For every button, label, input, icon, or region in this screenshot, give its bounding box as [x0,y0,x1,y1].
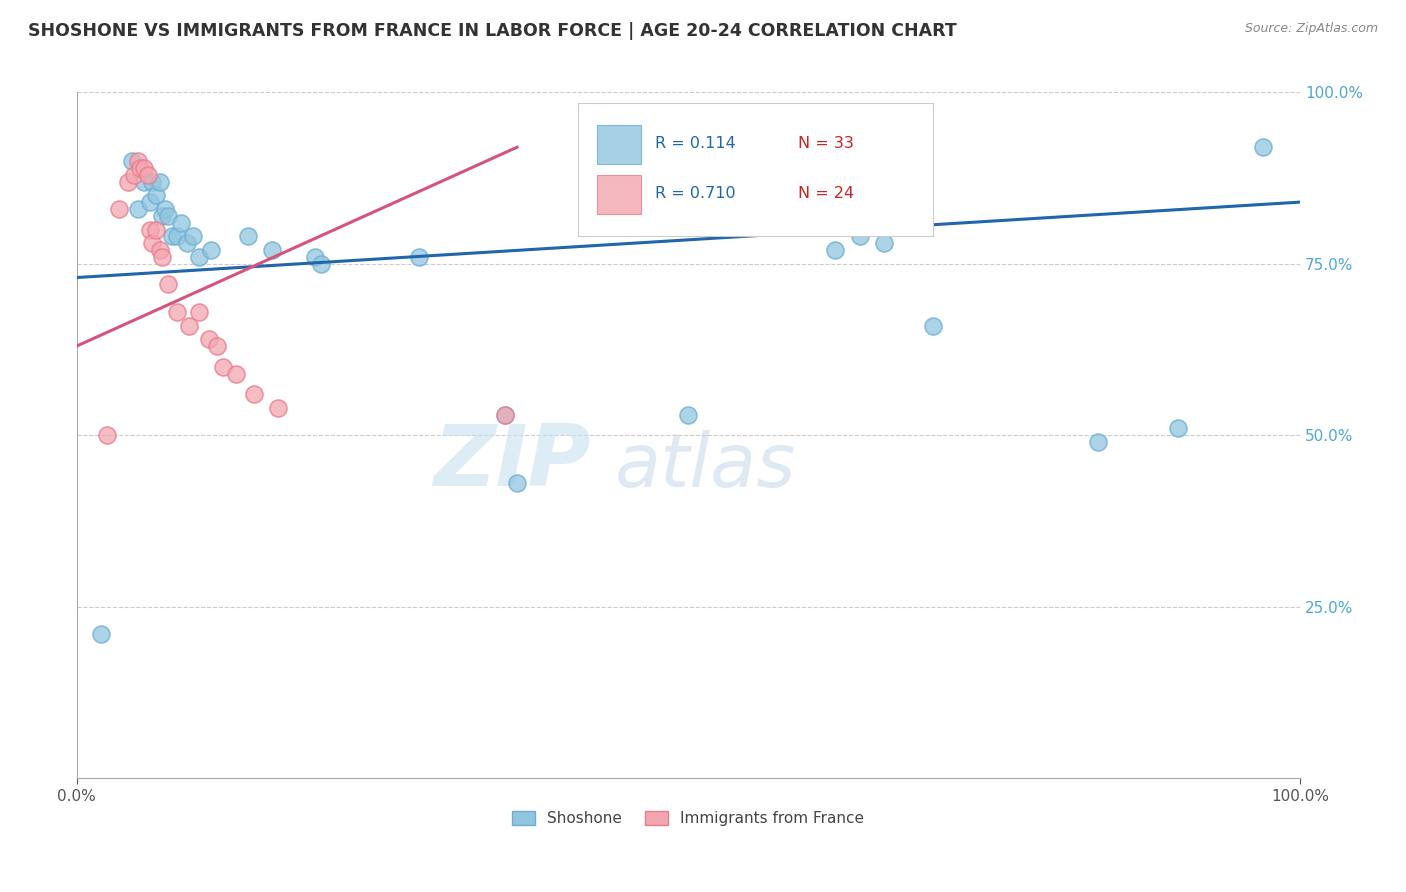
Point [169,216,191,230]
Point [236,229,259,244]
Point [166,229,188,244]
Point [678,408,700,422]
Point [145,188,167,202]
Point [121,153,143,168]
Text: Source: ZipAtlas.com: Source: ZipAtlas.com [1244,22,1378,36]
FancyBboxPatch shape [596,176,641,214]
Point [129,161,152,175]
Point [494,408,516,422]
Point [225,367,247,381]
Point [145,222,167,236]
Point [922,318,945,333]
Point [187,250,209,264]
Point [506,476,529,491]
Point [153,202,176,216]
FancyBboxPatch shape [578,103,934,236]
Text: SHOSHONE VS IMMIGRANTS FROM FRANCE IN LABOR FORCE | AGE 20-24 CORRELATION CHART: SHOSHONE VS IMMIGRANTS FROM FRANCE IN LA… [28,22,957,40]
Point [197,332,219,346]
Point [200,243,222,257]
Point [408,250,430,264]
Point [96,428,118,442]
Point [212,359,235,374]
Text: N = 24: N = 24 [799,186,855,202]
Point [1167,421,1189,435]
Point [157,209,180,223]
Point [122,168,145,182]
Text: R = 0.114: R = 0.114 [655,136,735,152]
Point [267,401,290,415]
Point [160,229,183,244]
Point [150,209,173,223]
Point [262,243,284,257]
Point [132,175,155,189]
Text: R = 0.710: R = 0.710 [655,186,735,202]
Point [494,408,516,422]
Point [117,175,139,189]
Point [187,305,209,319]
Point [127,153,149,168]
Point [207,339,229,353]
Point [304,250,326,264]
Point [873,236,896,251]
Text: N = 33: N = 33 [799,136,855,152]
Point [179,318,201,333]
Point [141,175,163,189]
Point [824,243,846,257]
Point [1253,140,1275,154]
Point [1087,435,1109,450]
Point [149,175,172,189]
Point [90,627,112,641]
Point [108,202,131,216]
Point [243,387,266,401]
Point [141,236,163,251]
Point [309,257,332,271]
Point [139,195,162,210]
Point [176,236,198,251]
Point [181,229,204,244]
Point [149,243,172,257]
Legend: Shoshone, Immigrants from France: Shoshone, Immigrants from France [506,805,870,832]
Point [848,229,870,244]
Text: ZIP: ZIP [433,421,591,504]
Point [127,202,149,216]
Point [150,250,173,264]
Point [132,161,155,175]
Point [157,277,180,292]
FancyBboxPatch shape [596,125,641,164]
Point [139,222,162,236]
Point [136,168,159,182]
Point [166,305,188,319]
Text: atlas: atlas [614,430,796,502]
